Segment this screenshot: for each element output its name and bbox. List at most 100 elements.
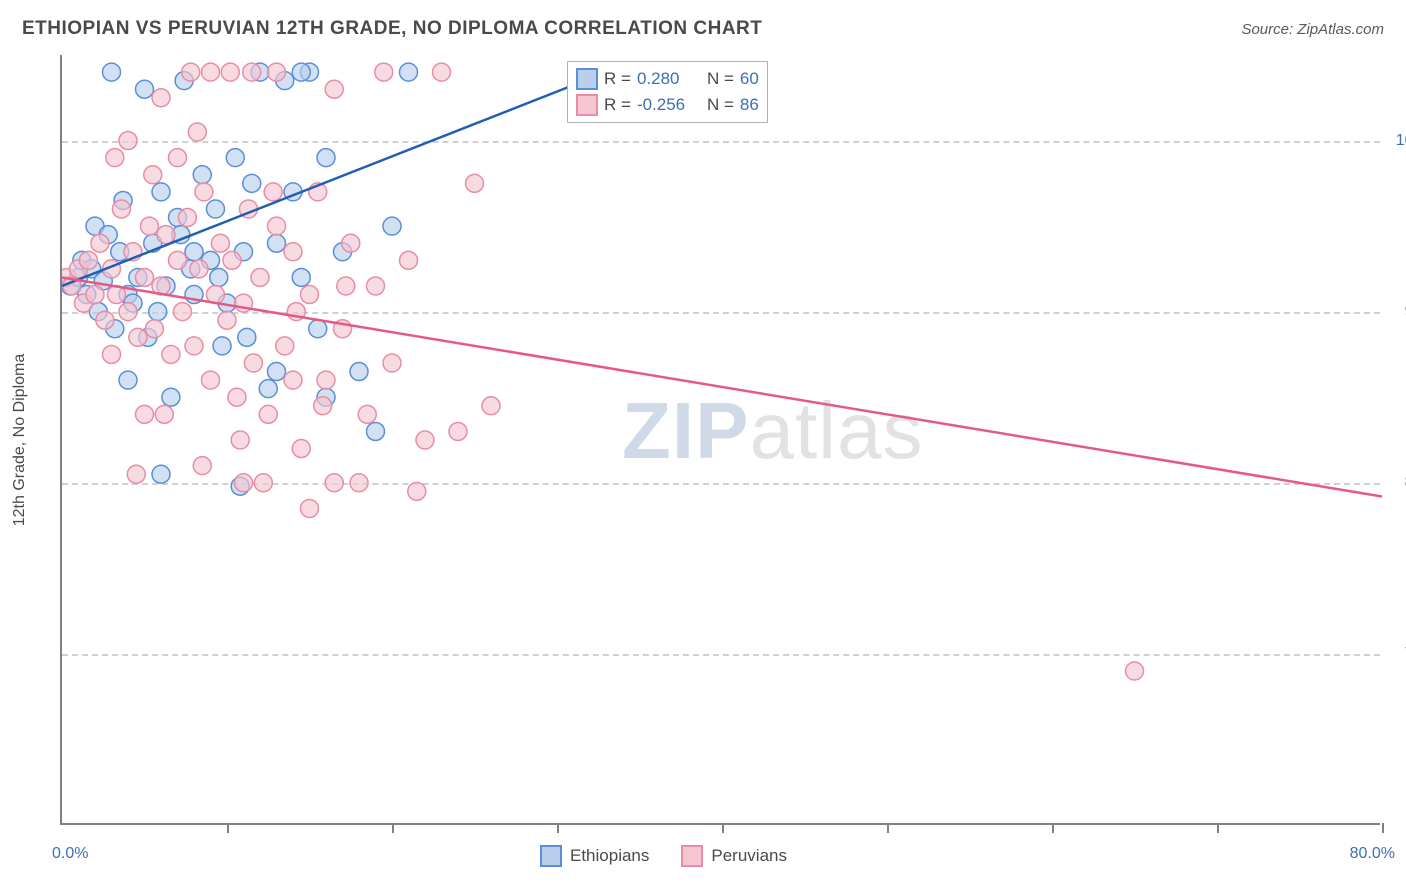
scatter-point — [325, 80, 343, 98]
plot-svg — [62, 55, 1382, 825]
scatter-point — [152, 89, 170, 107]
scatter-point — [284, 243, 302, 261]
scatter-point — [91, 234, 109, 252]
scatter-point — [292, 440, 310, 458]
scatter-point — [268, 217, 286, 235]
legend-r-value: -0.256 — [637, 95, 701, 115]
scatter-point — [449, 422, 467, 440]
legend-n-label: N = — [707, 95, 734, 115]
scatter-point — [223, 251, 241, 269]
scatter-point — [195, 183, 213, 201]
legend-stat-row: R = -0.256 N = 86 — [576, 92, 759, 118]
scatter-point — [276, 337, 294, 355]
legend-r-label: R = — [604, 69, 631, 89]
scatter-point — [211, 234, 229, 252]
legend-swatch — [681, 845, 703, 867]
scatter-point — [202, 63, 220, 81]
scatter-point — [254, 474, 272, 492]
scatter-point — [268, 63, 286, 81]
scatter-point — [268, 234, 286, 252]
scatter-point — [466, 174, 484, 192]
scatter-point — [169, 149, 187, 167]
scatter-point — [149, 303, 167, 321]
scatter-point — [251, 268, 269, 286]
ytick-label: 70.0% — [1390, 645, 1406, 663]
scatter-point — [284, 371, 302, 389]
legend-n-value: 60 — [740, 69, 759, 89]
scatter-point — [129, 328, 147, 346]
scatter-point — [193, 166, 211, 184]
legend-r-label: R = — [604, 95, 631, 115]
scatter-point — [314, 397, 332, 415]
scatter-point — [400, 251, 418, 269]
legend-swatch — [576, 68, 598, 90]
scatter-point — [103, 63, 121, 81]
scatter-point — [325, 474, 343, 492]
scatter-point — [79, 251, 97, 269]
scatter-point — [292, 63, 310, 81]
scatter-point — [235, 474, 253, 492]
scatter-point — [144, 166, 162, 184]
ytick-label: 90.0% — [1390, 303, 1406, 321]
scatter-point — [482, 397, 500, 415]
xtick — [1382, 823, 1384, 833]
scatter-point — [244, 354, 262, 372]
scatter-point — [213, 337, 231, 355]
scatter-point — [416, 431, 434, 449]
scatter-point — [185, 337, 203, 355]
legend-swatch — [576, 94, 598, 116]
scatter-point — [226, 149, 244, 167]
scatter-point — [202, 371, 220, 389]
scatter-point — [136, 80, 154, 98]
ytick-label: 100.0% — [1390, 132, 1406, 150]
scatter-point — [367, 277, 385, 295]
scatter-point — [317, 149, 335, 167]
chart-container: 12th Grade, No Diploma ZIPatlas 70.0%80.… — [60, 55, 1380, 825]
scatter-point — [309, 320, 327, 338]
scatter-point — [228, 388, 246, 406]
legend-n-value: 86 — [740, 95, 759, 115]
scatter-point — [96, 311, 114, 329]
chart-source: Source: ZipAtlas.com — [1241, 21, 1384, 38]
legend-series-item: Ethiopians — [540, 845, 649, 867]
scatter-point — [375, 63, 393, 81]
legend-stat-row: R = 0.280N = 60 — [576, 66, 759, 92]
scatter-point — [268, 363, 286, 381]
scatter-point — [119, 371, 137, 389]
chart-header: ETHIOPIAN VS PERUVIAN 12TH GRADE, NO DIP… — [22, 18, 1384, 40]
scatter-point — [367, 422, 385, 440]
scatter-point — [103, 345, 121, 363]
scatter-point — [136, 405, 154, 423]
scatter-point — [162, 388, 180, 406]
scatter-point — [218, 311, 236, 329]
scatter-point — [292, 268, 310, 286]
scatter-point — [193, 457, 211, 475]
scatter-point — [157, 226, 175, 244]
scatter-point — [136, 268, 154, 286]
scatter-point — [127, 465, 145, 483]
yaxis-title: 12th Grade, No Diploma — [11, 354, 29, 527]
scatter-point — [383, 217, 401, 235]
legend-series-label: Peruvians — [711, 846, 787, 866]
scatter-point — [408, 482, 426, 500]
legend-swatch — [540, 845, 562, 867]
scatter-point — [243, 63, 261, 81]
scatter-point — [358, 405, 376, 423]
scatter-point — [238, 328, 256, 346]
scatter-point — [152, 183, 170, 201]
scatter-point — [317, 371, 335, 389]
scatter-point — [145, 320, 163, 338]
scatter-point — [206, 200, 224, 218]
scatter-point — [119, 132, 137, 150]
scatter-point — [301, 499, 319, 517]
scatter-point — [119, 303, 137, 321]
scatter-point — [383, 354, 401, 372]
scatter-point — [112, 200, 130, 218]
scatter-point — [221, 63, 239, 81]
scatter-point — [169, 251, 187, 269]
xaxis-label-min: 0.0% — [52, 845, 88, 863]
scatter-point — [185, 243, 203, 261]
legend-stats: R = 0.280N = 60R = -0.256N = 86 — [567, 61, 768, 123]
scatter-point — [210, 268, 228, 286]
scatter-point — [301, 286, 319, 304]
